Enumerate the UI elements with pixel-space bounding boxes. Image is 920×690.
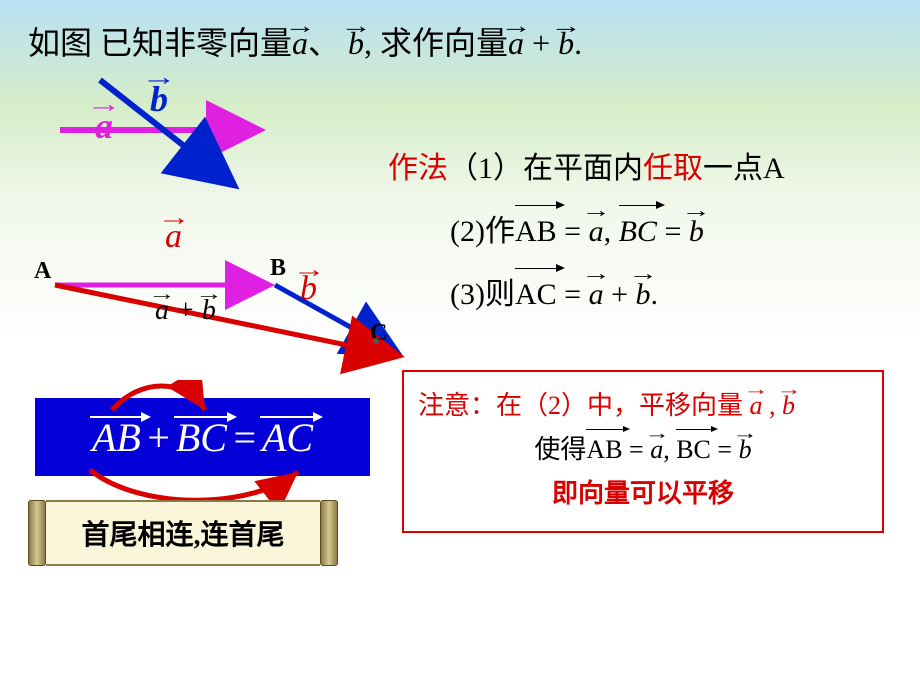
scroll-text: 首尾相连,连首尾 [46,500,320,566]
step2-open: (2)作 [450,215,515,248]
step3-b: b [636,266,651,323]
title-vec-a2: a [508,25,524,62]
steps-block: 作法（1）在平面内任取一点A (2)作AB = a, BC = b (3)则AC… [388,140,785,329]
scroll-banner: 首尾相连,连首尾 [28,500,338,566]
note-line3: 即向量可以平移 [418,472,868,516]
steps-heading: 作法 [388,152,448,185]
formula-box: AB + BC = AC [35,398,370,476]
label-sum-mid: a + b [155,295,216,327]
sum-a: a [155,295,169,327]
step2-AB: AB [515,203,557,260]
note-line1: 注意：在（2）中，平移向量 a , b [418,384,868,428]
point-A-label: A [34,258,51,285]
step2-row: (2)作AB = a, BC = b [388,203,785,260]
step1-key: 任取 [643,152,703,185]
note-l2-bc: BC [676,428,711,472]
step3-row: (3)则AC = a + b. [388,266,785,323]
note-l1-b: b [782,384,795,428]
label-a-mid: a [165,218,182,256]
step1-open: （1）在平面内 [448,152,643,185]
formula-AB: AB [88,414,145,461]
construction-svg [0,0,430,400]
step2-a: a [589,203,604,260]
step3-AC: AC [515,266,557,323]
sum-b: b [202,295,216,327]
step1-close: 一点A [703,152,785,185]
label-b-mid: b [300,270,317,308]
point-B-label: B [270,255,286,282]
seg-AC [55,285,395,355]
step2-b: b [689,203,704,260]
formula-BC: BC [172,414,231,461]
step-heading-row: 作法（1）在平面内任取一点A [388,140,785,197]
scroll-roll-left [28,500,46,566]
point-C-label: C [370,320,387,347]
note-line2: 使得AB = a, BC = b [418,428,868,472]
note-l1a: 注意：在（2）中，平移向量 [418,391,750,420]
note-box: 注意：在（2）中，平移向量 a , b 使得AB = a, BC = b 即向量… [402,370,884,533]
note-l2-ab: AB [586,428,622,472]
note-l2a: 使得 [534,435,586,464]
bullet-dot [373,338,379,344]
note-l2-a: a [650,428,663,472]
note-l2-b: b [739,428,752,472]
formula-AC: AC [258,414,317,461]
step2-BC: BC [619,203,657,260]
step3-open: (3)则 [450,278,515,311]
title-vec-b2: b [558,25,574,62]
step3-a: a [589,266,604,323]
scroll-roll-right [320,500,338,566]
